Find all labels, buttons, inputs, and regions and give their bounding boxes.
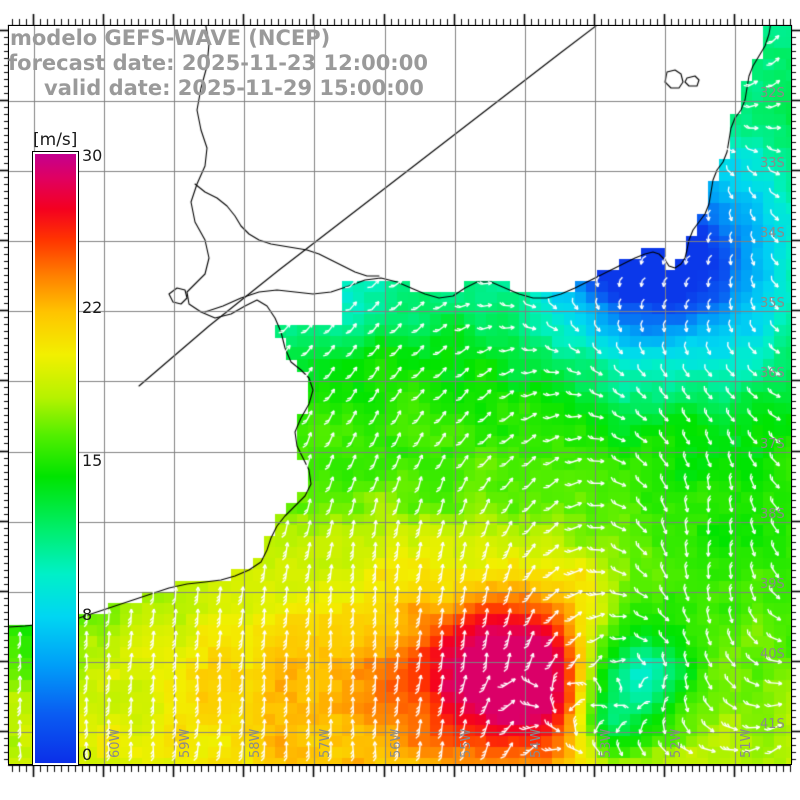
colorbar-tick-8: 8 xyxy=(82,605,93,624)
colorbar-gradient xyxy=(33,152,78,765)
colorbar-tick-22: 22 xyxy=(82,298,103,317)
left-tick-ruler xyxy=(0,0,9,800)
colorbar-tick-15: 15 xyxy=(82,451,103,470)
right-tick-ruler xyxy=(791,0,800,800)
colorbar-unit-label: [m/s] xyxy=(33,130,78,150)
wind-direction-arrows xyxy=(9,26,791,764)
colorbar-tick-30: 30 xyxy=(82,146,103,165)
bottom-tick-ruler xyxy=(0,765,800,799)
colorbar-tick-0: 0 xyxy=(82,745,93,764)
map-plot-area[interactable] xyxy=(8,25,792,765)
top-tick-ruler xyxy=(0,0,800,26)
